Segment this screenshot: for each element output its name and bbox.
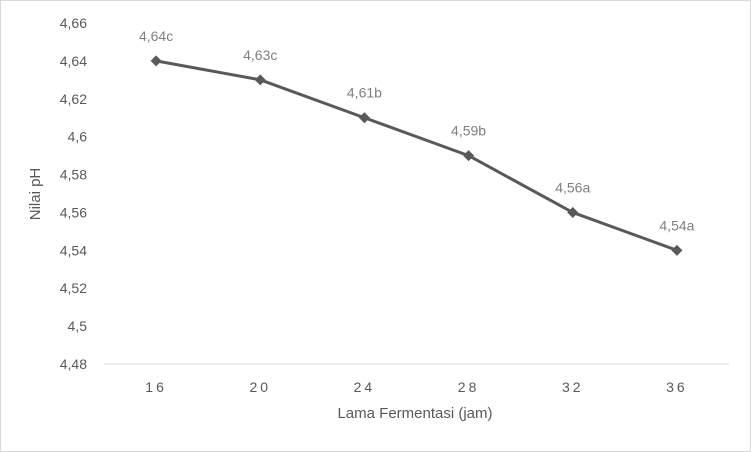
data-point-marker — [463, 150, 475, 162]
data-label: 4,64c — [139, 28, 173, 44]
y-axis-title: Nilai pH — [27, 168, 44, 221]
x-tick-label: 24 — [354, 379, 376, 395]
x-tick-label: 32 — [562, 379, 584, 395]
series-line — [155, 59, 678, 252]
data-label: 4,59b — [451, 123, 486, 139]
data-point-marker — [150, 55, 162, 67]
y-axis-tick-labels: 4,48 4,5 4,52 4,54 4,56 4,58 4,6 4,62 4,64 4,66 — [60, 15, 87, 372]
x-axis-title: Lama Fermentasi (jam) — [337, 405, 492, 422]
y-tick-label: 4,54 — [60, 242, 87, 258]
x-tick-label: 36 — [666, 379, 688, 395]
data-point-marker — [254, 74, 266, 86]
x-tick-label: 28 — [458, 379, 480, 395]
y-tick-label: 4,5 — [68, 318, 88, 334]
data-markers — [150, 55, 683, 256]
data-point-marker — [567, 206, 579, 218]
y-tick-label: 4,6 — [68, 129, 88, 145]
y-tick-label: 4,48 — [60, 356, 87, 372]
y-tick-label: 4,66 — [60, 15, 87, 31]
data-labels: 4,64c 4,63c 4,61b 4,59b 4,56a 4,54a — [139, 28, 695, 233]
x-tick-label: 20 — [249, 379, 271, 395]
data-label: 4,56a — [555, 179, 590, 195]
data-label: 4,54a — [659, 217, 694, 233]
x-axis-tick-labels: 16 20 24 28 32 36 — [145, 379, 688, 395]
x-tick-label: 16 — [145, 379, 167, 395]
data-label: 4,63c — [243, 47, 277, 63]
y-tick-label: 4,52 — [60, 280, 87, 296]
y-tick-label: 4,62 — [60, 91, 87, 107]
y-tick-label: 4,64 — [60, 53, 87, 69]
y-tick-label: 4,56 — [60, 204, 87, 220]
data-point-marker — [358, 112, 370, 124]
data-point-marker — [671, 244, 683, 256]
y-tick-label: 4,58 — [60, 167, 87, 183]
data-label: 4,61b — [347, 85, 382, 101]
